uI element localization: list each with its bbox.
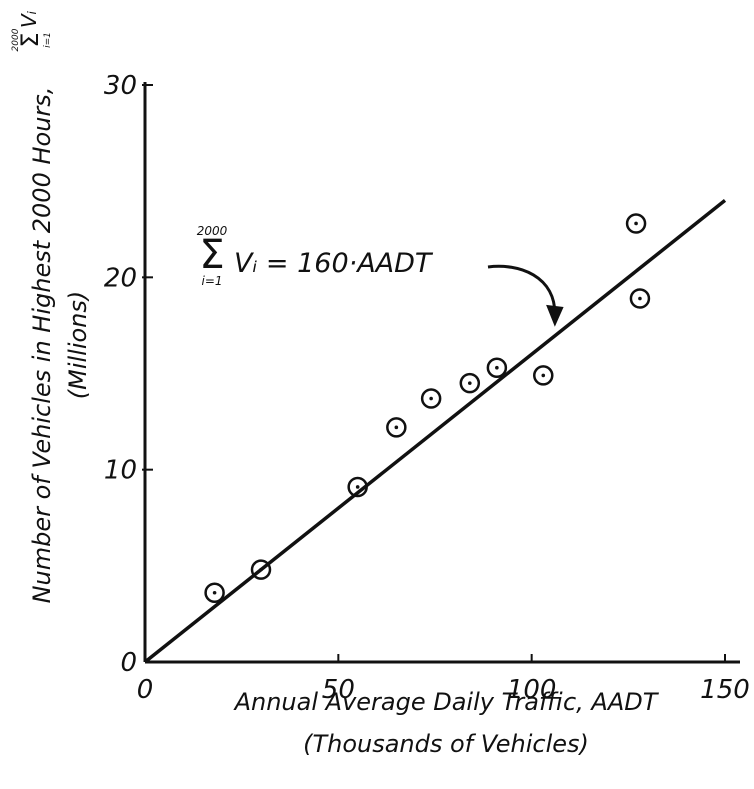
x-axis-subtitle: (Thousands of Vehicles) xyxy=(303,730,589,758)
data-point xyxy=(250,559,272,580)
data-point xyxy=(204,582,225,604)
data-point xyxy=(625,213,647,234)
data-point-dot xyxy=(638,296,642,301)
equation-text: Vᵢ = 160·AADT xyxy=(234,248,434,279)
data-point-dot xyxy=(259,567,263,572)
data-point xyxy=(533,365,554,386)
y-axis-symbol-sigma: Σ xyxy=(16,32,44,47)
data-point-ring xyxy=(347,476,368,498)
y-tick-label: 10 xyxy=(104,456,137,486)
data-point-ring xyxy=(204,582,225,604)
y-axis-symbol-term: Vᵢ xyxy=(17,10,41,28)
annotation-arrow xyxy=(487,264,557,318)
x-tick-label: 50 xyxy=(322,675,355,705)
y-axis-symbol-group: 2000 Σ i=1 Vᵢ xyxy=(11,10,53,51)
data-point xyxy=(459,372,481,394)
y-tick-label: 0 xyxy=(120,648,137,678)
y-axis-symbol-upper: 2000 xyxy=(11,28,21,51)
data-point xyxy=(486,357,508,378)
fit-line-group xyxy=(143,199,727,664)
data-point-ring xyxy=(625,213,647,234)
fit-line xyxy=(143,199,727,664)
data-point-dot xyxy=(429,396,433,401)
data-point-ring xyxy=(533,365,554,386)
equation-sigma: Σ xyxy=(199,232,224,278)
y-axis-subtitle: (Millions) xyxy=(64,291,92,400)
equation-annotation: 2000 Σ i=1 Vᵢ = 160·AADT xyxy=(197,224,564,327)
ticks: 0 50 100 150 0 10 20 30 xyxy=(104,71,750,705)
data-point-dot xyxy=(468,381,472,385)
data-point-ring xyxy=(629,288,651,309)
data-point-ring xyxy=(250,559,272,580)
x-tick-label: 150 xyxy=(700,675,750,705)
y-axis-title: Number of Vehicles in Highest 2000 Hours… xyxy=(28,87,56,604)
data-point-ring xyxy=(459,372,481,394)
data-points xyxy=(204,213,651,604)
data-point-dot xyxy=(495,365,499,370)
data-point-ring xyxy=(420,388,442,409)
y-tick-label: 20 xyxy=(104,263,137,293)
x-axis-title: Annual Average Daily Traffic, AADT xyxy=(233,688,660,716)
equation-sigma-lower: i=1 xyxy=(201,274,222,288)
y-axis-subtitle-group: (Millions) xyxy=(64,291,92,400)
equation-sigma-upper: 2000 xyxy=(197,224,228,238)
x-tick-label: 100 xyxy=(507,675,557,705)
data-point-dot xyxy=(355,485,360,489)
y-axis-symbol-lower: i=1 xyxy=(43,32,53,48)
data-point xyxy=(386,417,407,438)
y-axis-title-group: Number of Vehicles in Highest 2000 Hours… xyxy=(28,87,56,604)
annotation-arrowhead xyxy=(546,304,564,327)
data-point xyxy=(420,388,442,409)
data-point xyxy=(629,288,651,309)
x-tick-label: 0 xyxy=(137,675,154,705)
data-point-dot xyxy=(634,221,638,226)
data-point-ring xyxy=(386,417,407,438)
data-point-dot xyxy=(541,373,546,378)
data-point-ring xyxy=(486,357,508,378)
data-point-dot xyxy=(212,590,217,595)
data-point-dot xyxy=(394,425,399,430)
y-tick-label: 30 xyxy=(104,71,137,101)
data-point xyxy=(347,476,368,498)
